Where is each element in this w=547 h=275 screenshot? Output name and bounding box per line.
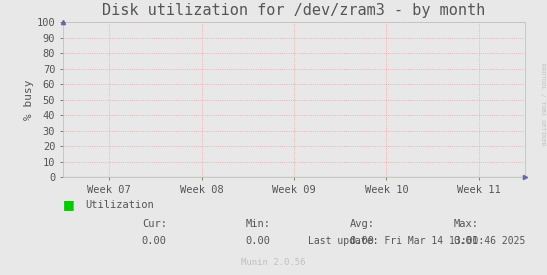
Text: Min:: Min: (246, 219, 271, 229)
Text: 0.01: 0.01 (453, 236, 479, 246)
Y-axis label: % busy: % busy (24, 79, 34, 120)
Title: Disk utilization for /dev/zram3 - by month: Disk utilization for /dev/zram3 - by mon… (102, 3, 486, 18)
Text: 0.00: 0.00 (142, 236, 167, 246)
Text: Cur:: Cur: (142, 219, 167, 229)
Text: 0.00: 0.00 (246, 236, 271, 246)
Text: ■: ■ (63, 198, 74, 211)
Text: Avg:: Avg: (350, 219, 375, 229)
Text: 0.00: 0.00 (350, 236, 375, 246)
Text: Utilization: Utilization (85, 200, 154, 210)
Text: Munin 2.0.56: Munin 2.0.56 (241, 258, 306, 267)
Text: Last update: Fri Mar 14 13:00:46 2025: Last update: Fri Mar 14 13:00:46 2025 (308, 236, 525, 246)
Text: Max:: Max: (453, 219, 479, 229)
Text: RRDTOOL / TOBI OETIKER: RRDTOOL / TOBI OETIKER (541, 63, 546, 146)
